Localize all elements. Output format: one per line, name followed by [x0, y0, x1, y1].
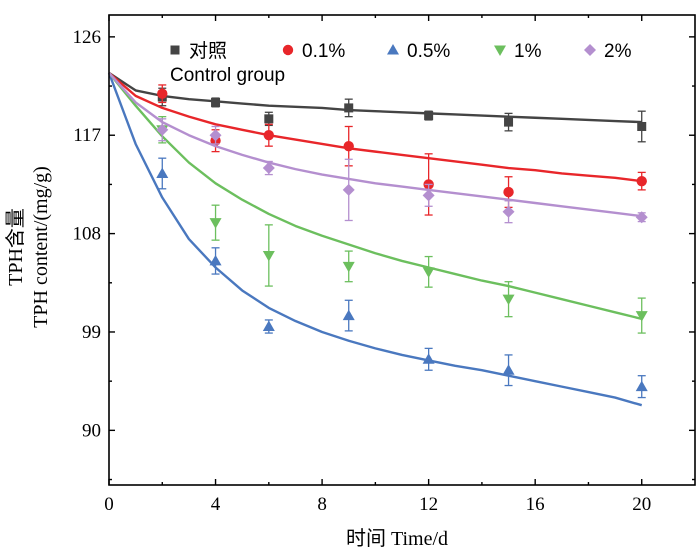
series-0 — [108, 71, 647, 143]
legend-label: 1% — [514, 41, 542, 62]
data-point — [262, 250, 275, 262]
series-3 — [108, 72, 648, 334]
plot-frame — [108, 14, 696, 486]
x-tick-label: 20 — [632, 494, 651, 515]
legend-item-3: 1% — [494, 41, 542, 62]
x-tick-label: 12 — [419, 494, 438, 515]
x-axis-title: 时间 Time/d — [346, 527, 448, 550]
data-point — [424, 111, 434, 121]
fit-line — [108, 71, 642, 124]
axes: 0 4 8 12 16 20 90 99 108 117 126 — [73, 14, 696, 515]
fit-line — [108, 72, 642, 218]
legend-item-4: 2% — [584, 41, 632, 62]
data-point — [502, 294, 515, 306]
data-point — [635, 380, 648, 392]
y-tick-label: 90 — [82, 420, 101, 441]
data-point — [262, 320, 275, 332]
data-point — [343, 140, 354, 152]
legend-label: 2% — [604, 41, 632, 62]
data-point — [504, 117, 514, 127]
data-point — [637, 121, 647, 131]
y-tick-label: 99 — [82, 322, 101, 343]
data-point — [342, 183, 355, 196]
plot-content — [107, 71, 648, 407]
data-point — [209, 218, 222, 229]
y-axis-title-cn: TPH含量 — [4, 208, 27, 286]
y-tick-label: 126 — [73, 27, 102, 48]
data-point — [211, 97, 221, 107]
data-point — [636, 175, 647, 187]
data-point — [635, 211, 648, 224]
data-point — [502, 205, 515, 218]
series-4 — [108, 72, 648, 224]
legend-label: 0.1% — [302, 41, 345, 62]
x-tick-label: 0 — [104, 494, 114, 515]
legend-label: 0.5% — [407, 41, 450, 62]
fit-line — [108, 72, 642, 183]
data-point — [503, 186, 514, 198]
legend-marker — [282, 44, 294, 56]
data-point — [209, 129, 222, 142]
data-point — [342, 261, 355, 273]
legend-label: 对照 — [189, 40, 227, 62]
legend-item-0: 对照 Control group — [170, 40, 285, 86]
legend-marker — [584, 44, 596, 56]
data-point — [156, 167, 169, 178]
data-point — [262, 162, 275, 175]
fit-line — [108, 72, 643, 321]
y-axis-title-en: TPH content/(mg/g) — [30, 166, 52, 328]
legend-marker — [494, 45, 506, 56]
y-tick-label: 117 — [73, 125, 101, 146]
legend-item-2: 0.5% — [387, 41, 450, 62]
data-point — [422, 189, 435, 202]
x-tick-label: 16 — [526, 494, 545, 515]
data-point — [156, 123, 169, 136]
x-tick-label: 8 — [317, 494, 327, 515]
legend-marker — [170, 45, 180, 55]
data-point — [209, 254, 222, 266]
data-point — [502, 364, 515, 375]
series-2 — [107, 72, 648, 407]
data-point — [422, 353, 435, 364]
y-tick-label: 108 — [73, 224, 102, 245]
data-point — [635, 311, 648, 322]
series-1 — [108, 72, 647, 216]
legend-sublabel: Control group — [170, 65, 285, 86]
data-point — [263, 130, 275, 141]
data-point — [264, 114, 274, 124]
fit-line — [107, 72, 643, 407]
legend-item-1: 0.1% — [282, 41, 345, 62]
x-tick-label: 4 — [211, 494, 221, 515]
data-point — [157, 88, 168, 99]
legend-marker — [387, 44, 399, 55]
data-point — [422, 267, 435, 278]
legend: 对照 Control group 0.1% 0.5% 1% 2% — [170, 40, 632, 86]
data-point — [342, 309, 355, 321]
data-point — [344, 103, 354, 113]
